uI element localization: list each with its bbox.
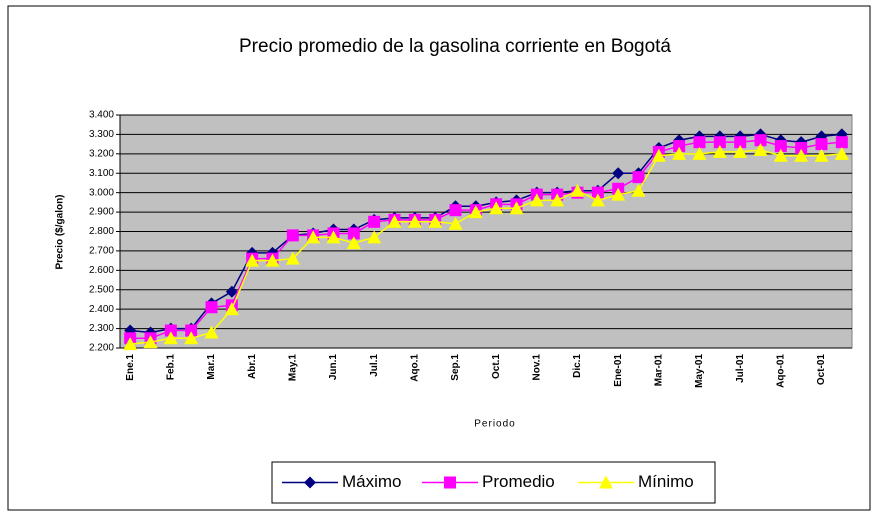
data-point — [449, 204, 462, 217]
data-point — [773, 148, 788, 162]
data-point — [204, 325, 219, 339]
data-point — [713, 136, 726, 149]
data-point — [795, 142, 808, 155]
x-tick-label: Jul.1 — [369, 354, 380, 377]
legend-label: Promedio — [482, 472, 555, 491]
x-tick-label: May.1 — [287, 354, 298, 381]
y-tick-label: 3.300 — [89, 129, 114, 140]
data-point — [651, 148, 666, 162]
data-point — [611, 187, 626, 201]
data-point — [672, 146, 687, 160]
data-point — [163, 331, 178, 345]
data-point — [347, 227, 360, 240]
data-point — [590, 193, 605, 207]
data-point — [529, 193, 544, 207]
data-point — [468, 205, 483, 219]
data-point — [814, 148, 829, 162]
data-point — [794, 148, 809, 162]
data-point — [368, 215, 381, 228]
data-point — [407, 214, 422, 228]
data-point — [673, 140, 686, 153]
data-point — [286, 229, 299, 242]
x-tick-label: Feb.1 — [165, 354, 176, 381]
x-tick-label: Oct-01 — [816, 354, 827, 386]
x-tick-label: May-01 — [694, 354, 705, 388]
data-point — [367, 230, 382, 244]
data-point — [693, 136, 706, 149]
y-tick-label: 3.400 — [89, 110, 114, 121]
data-point — [387, 214, 402, 228]
x-tick-label: Sep.1 — [450, 354, 461, 381]
data-point — [509, 201, 524, 215]
data-point — [632, 171, 645, 184]
y-tick-label: 2.800 — [89, 226, 114, 237]
data-point — [225, 285, 238, 298]
data-point — [733, 144, 748, 158]
x-tick-label: Abr.1 — [247, 354, 258, 379]
data-point — [428, 214, 443, 228]
legend-label: Máximo — [342, 472, 402, 491]
data-point — [224, 302, 239, 316]
data-point — [245, 253, 260, 267]
x-tick-label: Aqo-01 — [775, 354, 786, 388]
data-point — [448, 216, 463, 230]
data-point — [285, 251, 300, 265]
x-tick-label: Ene-01 — [613, 354, 624, 387]
data-point — [205, 301, 218, 314]
data-point — [326, 230, 341, 244]
x-tick-label: Oct.1 — [491, 354, 502, 379]
data-point — [346, 236, 361, 250]
y-tick-label: 2.200 — [89, 343, 114, 354]
x-tick-label: Dic.1 — [572, 354, 583, 378]
data-point — [164, 324, 177, 337]
data-point — [815, 138, 828, 151]
data-point — [631, 183, 646, 197]
y-tick-label: 3.100 — [89, 168, 114, 179]
data-point — [570, 183, 585, 197]
data-point — [123, 337, 138, 351]
data-point — [306, 230, 321, 244]
x-axis-title: Periodo — [474, 419, 515, 430]
legend-marker — [599, 475, 613, 489]
data-point — [734, 136, 747, 149]
data-point — [753, 142, 768, 156]
x-tick-label: Jul-01 — [735, 354, 746, 383]
data-point — [774, 140, 787, 153]
data-point — [550, 193, 565, 207]
y-tick-label: 2.500 — [89, 284, 114, 295]
data-point — [612, 167, 625, 180]
data-point — [185, 324, 198, 337]
x-tick-label: Jun.1 — [328, 354, 339, 381]
y-tick-label: 3.000 — [89, 187, 114, 198]
data-point — [754, 134, 767, 147]
y-tick-label: 2.400 — [89, 304, 114, 315]
x-tick-label: Nov.1 — [531, 354, 542, 381]
data-point — [184, 331, 199, 345]
data-point — [835, 136, 848, 149]
legend-marker — [444, 476, 456, 489]
data-point — [712, 144, 727, 158]
data-point — [591, 186, 604, 199]
data-point — [265, 253, 280, 267]
chart-title: Precio promedio de la gasolina corriente… — [239, 36, 671, 57]
y-tick-label: 2.600 — [89, 265, 114, 276]
x-tick-label: Mar-01 — [653, 354, 664, 387]
x-tick-label: Ene.1 — [125, 354, 136, 381]
data-point — [489, 201, 504, 215]
x-tick-label: Aqo.1 — [409, 354, 420, 382]
y-tick-label: 2.900 — [89, 207, 114, 218]
x-tick-label: Mar.1 — [206, 354, 217, 380]
data-point — [692, 146, 707, 160]
y-tick-label: 3.200 — [89, 148, 114, 159]
data-point — [834, 146, 849, 160]
data-point — [143, 335, 158, 349]
legend-box — [271, 461, 716, 504]
y-tick-label: 2.300 — [89, 323, 114, 334]
legend-label: Mínimo — [638, 472, 694, 491]
legend-marker — [304, 476, 316, 489]
y-tick-label: 2.700 — [89, 246, 114, 257]
y-axis-title: Precio ($/galon) — [55, 194, 66, 269]
